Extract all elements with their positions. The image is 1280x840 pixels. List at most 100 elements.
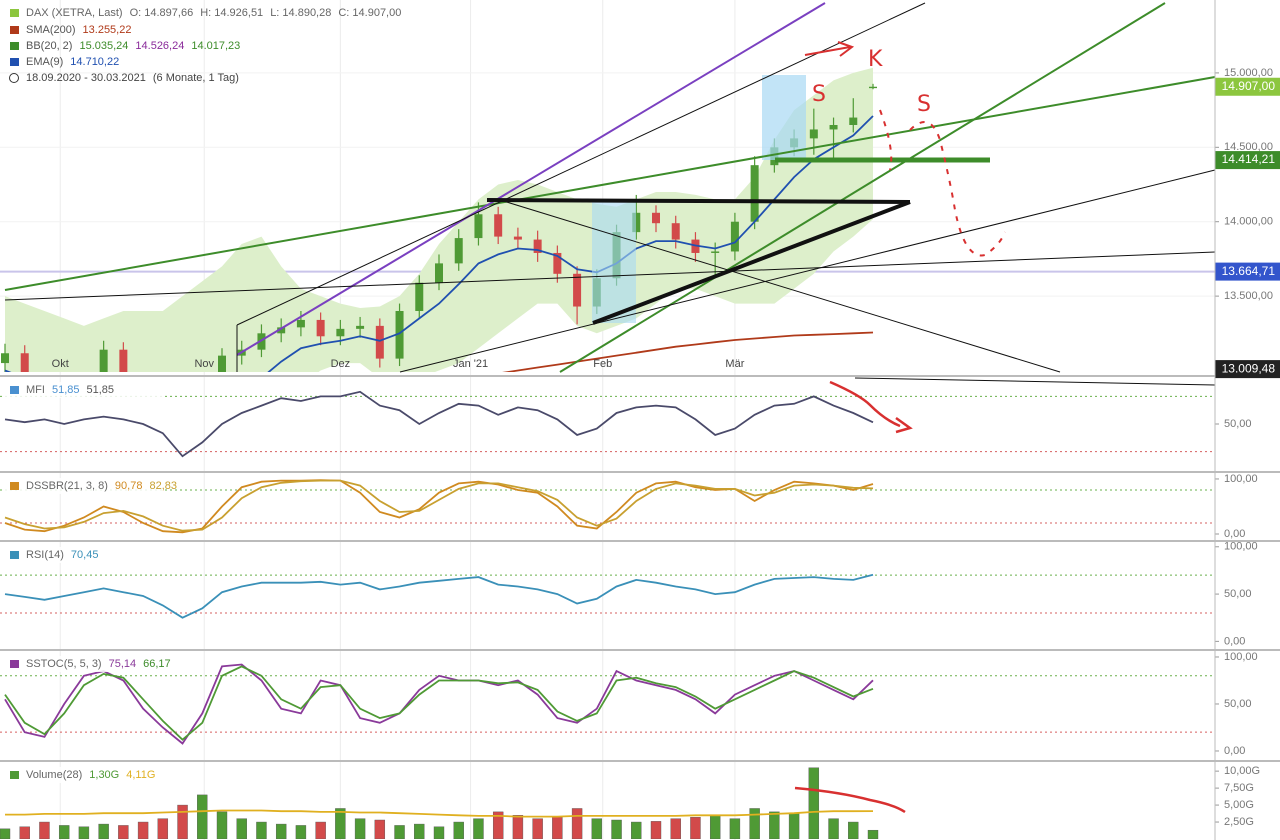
legend-text: 4,11G (126, 769, 155, 781)
x-tick-label: Dez (331, 358, 351, 370)
legend-text: 18.09.2020 - 30.03.2021 (26, 72, 146, 84)
volume-bar (788, 813, 800, 839)
candle-body (750, 165, 759, 222)
legend-text: 70,45 (71, 549, 99, 561)
candle-body (454, 238, 463, 264)
series-line (4, 390, 874, 458)
legend-text: 14.526,24 (135, 40, 184, 52)
bollinger-band (5, 67, 873, 372)
legend-marker (10, 9, 19, 17)
volume-bar (137, 821, 149, 839)
panel (0, 663, 1215, 745)
candle-body (730, 221, 739, 252)
volume-bar (631, 821, 642, 839)
level-box (1215, 77, 1280, 96)
trendline (236, 2, 926, 326)
legend-marker (10, 26, 19, 34)
trendline (4, 76, 1216, 291)
series-line (4, 663, 874, 745)
volume-bar (295, 825, 307, 839)
drawings (4, 2, 1216, 814)
legend-text: C: 14.907,00 (338, 7, 401, 19)
series-line (4, 115, 874, 372)
candle-body (829, 124, 838, 130)
trendline (854, 377, 1216, 386)
legend-marker (10, 58, 19, 66)
legend-bg (4, 382, 164, 398)
x-tick-label: Feb (593, 358, 612, 370)
candle-body (395, 310, 404, 359)
legend-text: Volume(28) (26, 769, 82, 781)
volume-bar (848, 821, 859, 839)
candle-body (553, 252, 562, 274)
legend-text: O: 14.897,66 (130, 7, 194, 19)
volume-bar (256, 821, 267, 839)
level-label: 13.009,48 (1222, 361, 1276, 375)
volume-bar (867, 829, 879, 839)
legend-text: 13.255,22 (83, 24, 132, 36)
series-line (4, 573, 874, 619)
candle-body (652, 212, 660, 224)
x-tick-label: Nov (194, 358, 214, 370)
y-tick-label: 100,00 (1224, 651, 1258, 663)
volume-bar (354, 818, 366, 839)
legend-text: EMA(9) (26, 56, 63, 68)
volume-bar (236, 818, 247, 839)
y-tick-label: 10,00G (1224, 765, 1260, 777)
volume-bar (197, 794, 208, 839)
volume-bar (19, 826, 30, 839)
volume-bar (275, 823, 287, 839)
hand-arrow (829, 380, 913, 434)
volume-bar (414, 823, 425, 839)
trendline (559, 2, 1166, 373)
legend-bg (4, 767, 164, 783)
candle-body (573, 273, 582, 307)
legend-text: SSTOC(5, 5, 3) (26, 658, 102, 670)
hand-annotation: K (868, 47, 883, 72)
y-tick-label: 50,00 (1224, 418, 1252, 430)
legend-marker (10, 660, 19, 668)
y-tick-label: 100,00 (1224, 473, 1258, 485)
legend-text: 51,85 (52, 384, 80, 396)
clock-icon (9, 73, 19, 83)
legend: DAX (XETRA, Last) O: 14.897,66 H: 14.926,5… (4, 7, 931, 783)
candle-body (869, 86, 877, 89)
candle-body (513, 236, 522, 240)
y-tick-label: 2,50G (1224, 816, 1254, 828)
volume-bar (532, 818, 543, 839)
legend-marker (10, 771, 19, 779)
legend-text: DSSBR(21, 3, 8) (26, 480, 108, 492)
volume-bar (571, 808, 583, 839)
candle-body (296, 319, 305, 328)
trendline (4, 251, 1216, 301)
candle-body (375, 325, 384, 359)
volume-bar (98, 823, 109, 839)
legend-bg (4, 478, 164, 494)
candle-body (849, 117, 858, 125)
candle-body (474, 214, 483, 239)
volume-bar (58, 825, 70, 839)
marks (0, 67, 1215, 839)
y-tick-label: 14.500,00 (1224, 141, 1273, 153)
candle-body (435, 263, 443, 283)
volume-bar (611, 819, 622, 839)
level-box (1215, 151, 1280, 170)
volume-bar (690, 817, 701, 839)
candle-body (356, 325, 365, 329)
volume-bar (0, 828, 11, 839)
series-line (4, 665, 874, 741)
volume-bar (769, 811, 780, 839)
legend-text: DAX (XETRA, Last) (26, 7, 123, 19)
legend-text: 14.710,22 (70, 56, 119, 68)
hand-path (879, 109, 1006, 257)
legend-text: 75,14 (109, 658, 137, 670)
candle-body (533, 239, 542, 253)
volume-bar (591, 818, 603, 839)
volume-bar (709, 815, 721, 839)
highlight (592, 200, 636, 323)
hand-annotation: S (812, 82, 826, 107)
series-line (4, 479, 874, 532)
